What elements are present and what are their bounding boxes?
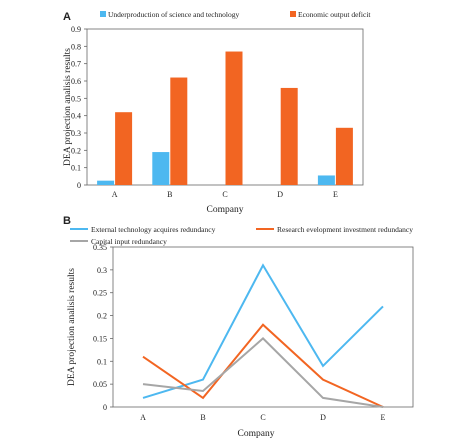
panel-a-legend-swatch: [100, 11, 106, 17]
panel-b-y-tick-label: 0.2: [97, 312, 107, 321]
panel-a-y-tick-label: 0.9: [71, 25, 81, 34]
panel-a: A Underproduction of science and technol…: [63, 10, 371, 215]
panel-a-y-tick-label: 0.1: [71, 164, 81, 173]
panel-a-legend: Underproduction of science and technolog…: [100, 10, 371, 19]
panel-b-y-tick-label: 0.35: [93, 243, 107, 252]
panel-a-y-tick-label: 0.6: [71, 77, 81, 86]
panel-a-bar: [280, 87, 298, 185]
panel-a-bar: [317, 175, 335, 185]
panel-b-letter: B: [63, 215, 71, 227]
panel-b-y-tick-label: 0.05: [93, 380, 107, 389]
panel-a-letter: A: [63, 11, 71, 23]
panel-b-plot-frame: [112, 246, 414, 408]
panel-b-y-tick-label: 0.1: [97, 357, 107, 366]
panel-b-lines: [142, 263, 384, 408]
panel-a-y-tick-label: 0.5: [71, 94, 81, 103]
panel-a-y-axis-title: DEA projection analisis results: [63, 48, 73, 166]
panel-b-x-ticks: A B C D E: [140, 413, 385, 422]
panel-b-y-ticks: 0 0.05 0.1 0.15 0.2 0.25 0.3 0.35: [93, 243, 113, 412]
panel-a-x-tick-label: B: [167, 190, 172, 199]
panel-b-y-axis-title: DEA projection analisis results: [67, 268, 77, 386]
panel-a-x-tick-label: D: [277, 190, 283, 199]
panel-a-x-tick-label: E: [333, 190, 338, 199]
panel-a-x-tick-label: C: [222, 190, 227, 199]
panel-b-legend-label: External technology acquires redundancy: [91, 225, 216, 234]
panel-b-x-tick-label: B: [200, 413, 205, 422]
panel-b-x-tick-label: E: [381, 413, 386, 422]
panel-b-y-tick-label: 0.15: [93, 334, 107, 343]
panel-a-bars: [97, 51, 353, 186]
panel-a-bar: [225, 51, 243, 186]
panel-a-bar: [170, 77, 188, 185]
panel-b-x-tick-label: D: [320, 413, 326, 422]
panel-a-bar: [335, 127, 353, 185]
panel-a-legend-label: Underproduction of science and technolog…: [108, 10, 239, 19]
panel-b-legend-label: Research evelopment investment redundanc…: [277, 225, 413, 234]
panel-b-series-line: [142, 337, 384, 408]
panel-b-series-line: [142, 263, 384, 399]
panel-a-y-tick-label: 0.3: [71, 129, 81, 138]
panel-b-x-axis-title: Company: [238, 429, 275, 439]
panel-b-y-tick-label: 0.25: [93, 289, 107, 298]
panel-a-y-tick-label: 0.7: [71, 60, 81, 69]
panel-a-legend-swatch: [290, 11, 296, 17]
panel-a-plot-frame: [86, 28, 364, 186]
panel-a-x-ticks: A B C D E: [112, 190, 338, 199]
panel-b: B External technology acquires redundanc…: [63, 215, 414, 439]
panel-a-y-ticks: 0 0.1 0.2 0.3 0.4 0.5 0.6 0.7 0.8 0.9: [71, 25, 87, 190]
panel-b-legend: External technology acquires redundancy R…: [70, 225, 413, 246]
panel-b-y-tick-label: 0: [103, 403, 107, 412]
panel-a-bar: [97, 180, 115, 185]
panel-a-y-tick-label: 0.8: [71, 42, 81, 51]
panel-a-y-tick-label: 0.4: [71, 112, 81, 121]
panel-b-legend-label: Capital input redundancy: [91, 237, 167, 246]
panel-a-y-tick-label: 0.2: [71, 146, 81, 155]
panel-a-bar: [115, 112, 133, 185]
panel-a-y-tick-label: 0: [77, 181, 81, 190]
panel-a-bar: [152, 152, 170, 185]
panel-b-y-tick-label: 0.3: [97, 266, 107, 275]
panel-b-series-line: [142, 323, 384, 408]
panel-a-x-tick-label: A: [112, 190, 118, 199]
panel-a-x-axis-title: Company: [207, 205, 244, 215]
panel-b-x-tick-label: C: [260, 413, 265, 422]
panel-a-legend-label: Economic output deficit: [298, 10, 371, 19]
panel-b-x-tick-label: A: [140, 413, 146, 422]
